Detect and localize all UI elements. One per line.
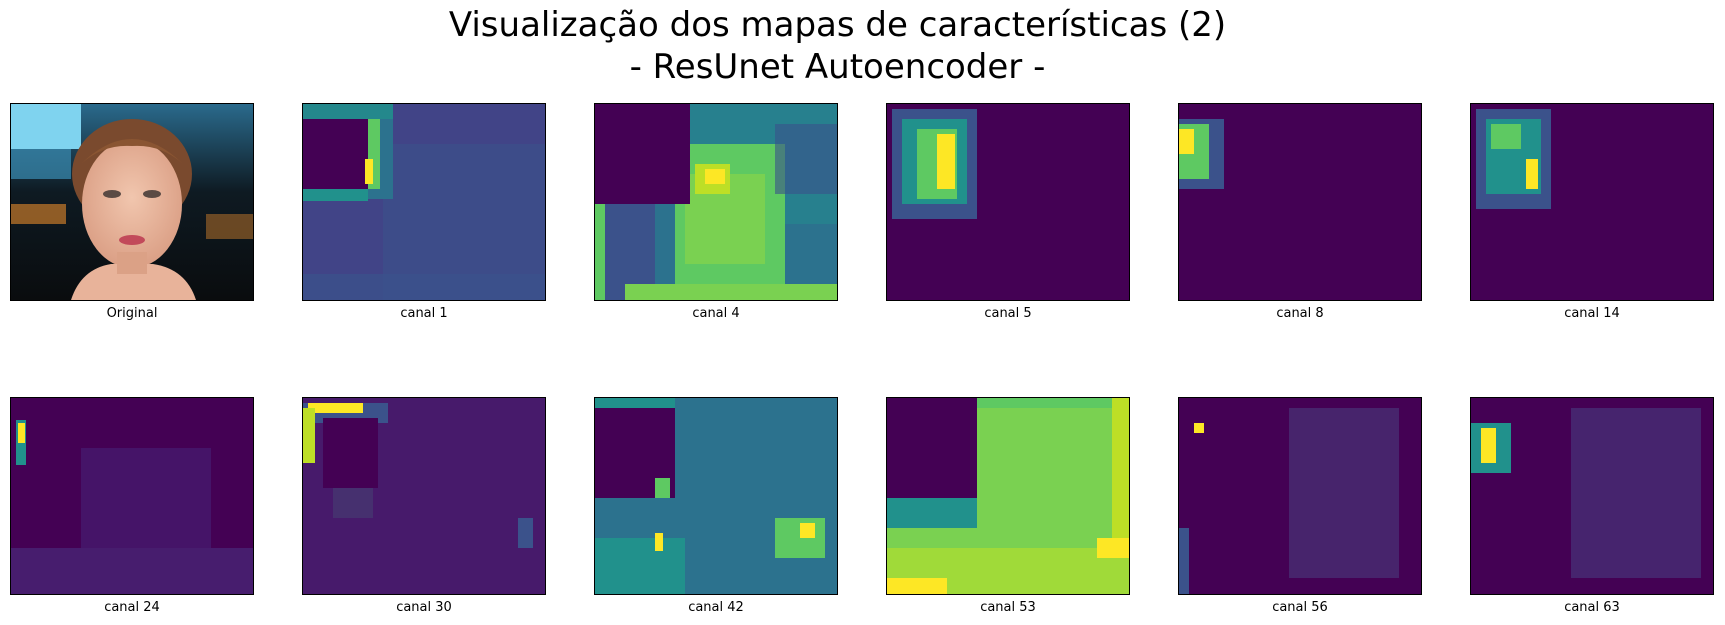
panel-label: canal 24 [104,600,160,615]
panel-canal-53: canal 53 [886,397,1130,616]
feature-map [595,398,837,594]
panel-label: canal 4 [692,306,740,321]
panel-canal-24: canal 24 [10,397,254,616]
panel-label: Original [106,306,158,321]
feature-map [11,398,253,594]
feature-map [1179,104,1421,300]
title-line-1: Visualização dos mapas de característica… [448,5,1227,45]
figure-title: Visualização dos mapas de característica… [0,4,1675,88]
panel-label: canal 56 [1272,600,1328,615]
panel-label: canal 63 [1564,600,1620,615]
portrait-image [11,104,253,300]
panel-label: canal 30 [396,600,452,615]
original-image [10,103,254,301]
panel-canal-63: canal 63 [1470,397,1714,616]
panel-canal-1: canal 1 [302,103,546,322]
feature-map [595,104,837,300]
panel-canal-14: canal 14 [1470,103,1714,322]
panel-canal-30: canal 30 [302,397,546,616]
panel-canal-56: canal 56 [1178,397,1422,616]
panel-canal-8: canal 8 [1178,103,1422,322]
panel-label: canal 1 [400,306,448,321]
panel-label: canal 42 [688,600,744,615]
title-line-2: - ResUnet Autoencoder - [629,47,1046,87]
feature-map [1471,104,1713,300]
feature-map [1179,398,1421,594]
panel-canal-5: canal 5 [886,103,1130,322]
panel-canal-42: canal 42 [594,397,838,616]
feature-map [303,398,545,594]
feature-map [1471,398,1713,594]
feature-map [887,104,1129,300]
panel-canal-4: canal 4 [594,103,838,322]
panel-label: canal 14 [1564,306,1620,321]
feature-map [887,398,1129,594]
panel-label: canal 53 [980,600,1036,615]
panel-label: canal 5 [984,306,1032,321]
feature-map [303,104,545,300]
panel-original: Original [10,103,254,322]
panel-label: canal 8 [1276,306,1324,321]
